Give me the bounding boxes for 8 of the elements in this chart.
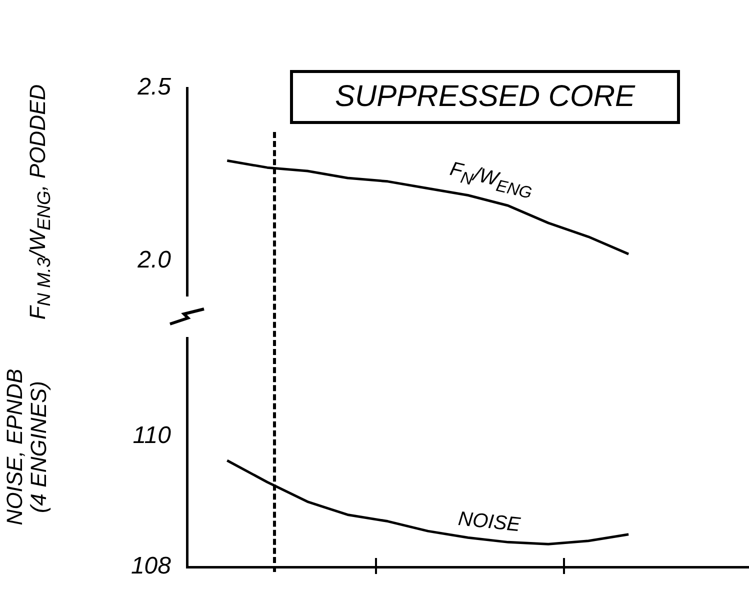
- text: F$_{N}$/W$_{ENG}$: [446, 158, 535, 204]
- chart-title: SUPPRESSED CORE: [290, 70, 680, 124]
- text: NOISE: [457, 508, 522, 538]
- y-tick-label: 2.0: [136, 246, 172, 274]
- y-axis-title: NOISE, EPNDB (4 ENGINES): [2, 368, 51, 525]
- y-tick-label: 110: [132, 422, 172, 450]
- y-tick-label: 2.5: [136, 74, 172, 101]
- y-tick-label: 108: [130, 552, 172, 580]
